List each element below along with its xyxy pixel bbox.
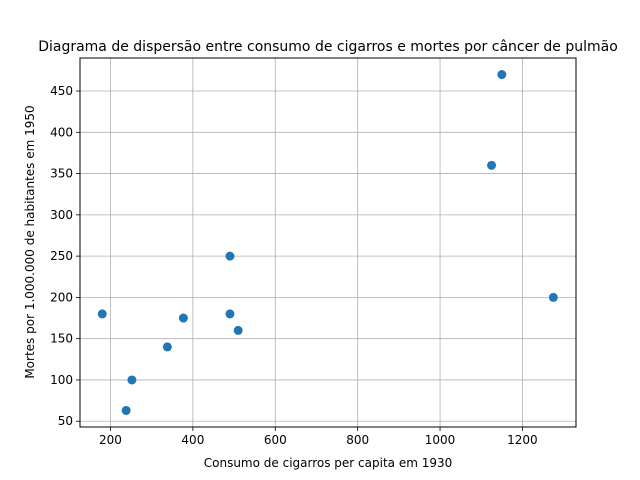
data-point — [162, 342, 172, 352]
grid — [80, 58, 576, 427]
y-tick-label: 100 — [50, 373, 73, 387]
x-tick-label: 1000 — [425, 433, 456, 447]
y-tick-label: 350 — [50, 167, 73, 181]
plot-frame — [79, 57, 577, 428]
data-point — [121, 405, 131, 415]
data-point — [487, 160, 497, 170]
y-tick-label: 250 — [50, 249, 73, 263]
data-point — [225, 251, 235, 261]
y-tick-label: 200 — [50, 290, 73, 304]
data-point — [497, 70, 507, 80]
data-point — [548, 292, 558, 302]
data-point — [178, 313, 188, 323]
x-tick-label: 1200 — [507, 433, 538, 447]
x-tick-label: 600 — [264, 433, 287, 447]
data-point — [127, 375, 137, 385]
data-point — [97, 309, 107, 319]
y-tick-label: 150 — [50, 332, 73, 346]
data-points — [97, 70, 558, 415]
x-tick-label: 200 — [99, 433, 122, 447]
data-point — [233, 325, 243, 335]
x-tick-label: 400 — [181, 433, 204, 447]
data-point — [225, 309, 235, 319]
y-tick-label: 300 — [50, 208, 73, 222]
x-tick-label: 800 — [346, 433, 369, 447]
chart-title: Diagrama de dispersão entre consumo de c… — [38, 39, 618, 55]
y-tick-label: 50 — [58, 414, 73, 428]
y-tick-label: 400 — [50, 125, 73, 139]
y-axis-ticks: 50 100 150 200 250 300 350 400 450 — [50, 84, 80, 428]
x-axis-label: Consumo de cigarros per capita em 1930 — [204, 456, 453, 470]
y-tick-label: 450 — [50, 84, 73, 98]
x-axis-ticks: 200 400 600 800 1000 1200 — [99, 427, 538, 447]
y-axis-label: Mortes por 1.000.000 de habitantes em 19… — [23, 105, 37, 378]
